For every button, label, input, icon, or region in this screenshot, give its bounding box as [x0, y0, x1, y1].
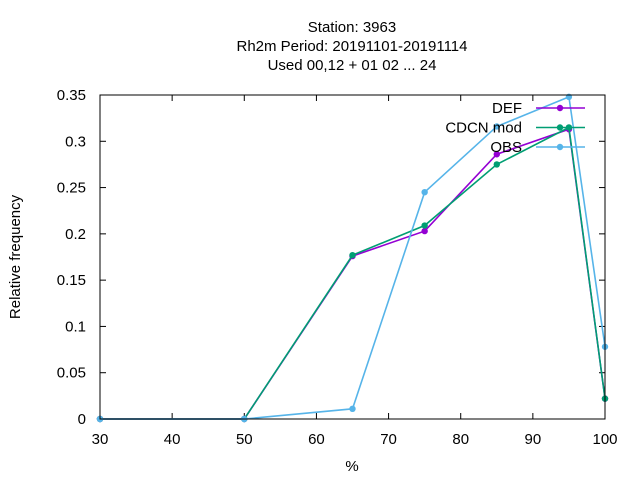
data-point [421, 227, 428, 235]
x-tick-label: 70 [380, 431, 397, 448]
y-tick-label: 0.3 [65, 133, 86, 150]
x-tick-label: 100 [592, 431, 617, 448]
data-series [96, 93, 609, 423]
x-tick-label: 90 [525, 431, 542, 448]
x-tick-label: 60 [308, 431, 325, 448]
data-point [349, 405, 356, 413]
legend-label: DEF [492, 100, 522, 117]
title-line-2: Rh2m Period: 20191101-20191114 [236, 38, 467, 55]
x-tick-label: 40 [164, 431, 181, 448]
chart-title: Station: 3963 Rh2m Period: 20191101-2019… [236, 19, 467, 74]
series-line [100, 128, 606, 420]
axis-ticks: 30 40 50 60 70 80 90 100 0 0.05 0.1 0.15 0.2 0.25 0.3 0… [57, 87, 618, 448]
series-1 [96, 124, 609, 423]
legend-swatch-point [556, 104, 564, 112]
x-tick-label: 30 [92, 431, 109, 448]
data-point [421, 222, 428, 229]
title-line-3: Used 00,12 + 01 02 ... 24 [268, 57, 437, 74]
legend-label: CDCN mod [445, 120, 522, 137]
y-tick-label: 0.35 [57, 87, 86, 104]
data-point [493, 161, 500, 168]
legend: DEF CDCN mod OBS [445, 100, 585, 156]
legend-label: OBS [490, 139, 522, 156]
title-line-1: Station: 3963 [308, 19, 396, 36]
y-tick-label: 0.25 [57, 180, 86, 197]
data-point [493, 151, 500, 158]
plot-frame [99, 94, 606, 420]
series-0 [96, 126, 609, 423]
y-tick-label: 0.05 [57, 365, 86, 382]
y-tick-label: 0.1 [65, 318, 86, 335]
data-point [493, 123, 500, 130]
y-tick-label: 0.2 [65, 226, 86, 243]
legend-swatch-point [556, 124, 564, 131]
y-tick-label: 0.15 [57, 272, 86, 289]
data-point [349, 251, 356, 259]
series-line [100, 126, 606, 420]
x-tick-label: 80 [452, 431, 469, 448]
x-tick-label: 50 [236, 431, 253, 448]
data-point [421, 189, 428, 196]
x-axis-label: % [345, 458, 358, 475]
y-axis-label: Relative frequency [7, 194, 24, 319]
legend-swatch-point [556, 143, 564, 151]
y-tick-label: 0 [78, 411, 86, 428]
